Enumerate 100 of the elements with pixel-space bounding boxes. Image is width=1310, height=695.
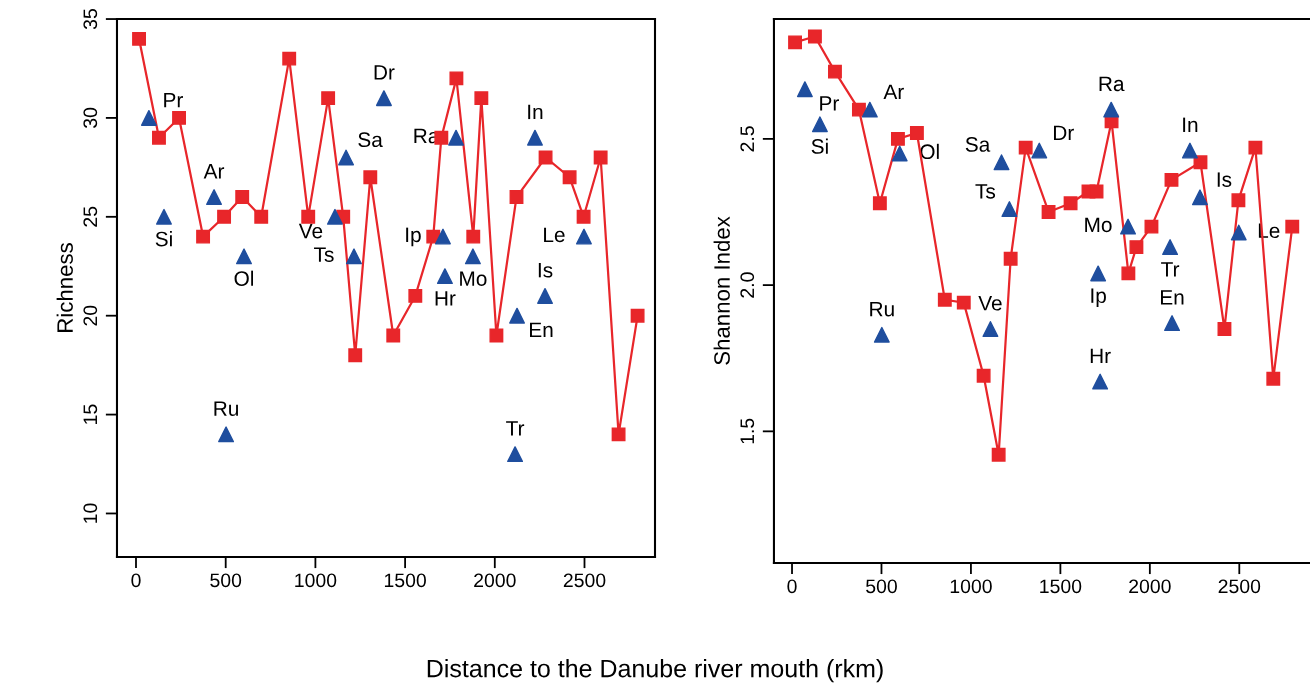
- point: [909, 126, 924, 140]
- annotation: Sa: [965, 137, 991, 152]
- point: [321, 91, 336, 106]
- point: [254, 209, 269, 224]
- annotation: Dr: [1053, 125, 1074, 140]
- annotation: En: [530, 322, 553, 338]
- point: [434, 228, 451, 245]
- point: [235, 190, 250, 204]
- y-tick-label: 10: [83, 503, 98, 523]
- point: [507, 446, 524, 463]
- point: [1248, 140, 1263, 155]
- point: [788, 35, 803, 50]
- point: [132, 31, 146, 46]
- point: [301, 209, 316, 224]
- point: [537, 287, 554, 304]
- point: [1092, 373, 1109, 390]
- point: [1162, 239, 1179, 256]
- annotation: In: [1183, 117, 1198, 132]
- x-tick-label: 1500: [1040, 579, 1082, 594]
- annotation: Ar: [203, 164, 225, 179]
- point: [338, 149, 355, 166]
- annotation: Si: [811, 138, 828, 154]
- x-tick-label: 0: [787, 579, 797, 594]
- annotation: Hr: [435, 291, 456, 306]
- annotation: En: [1161, 290, 1184, 305]
- annotation: Pr: [164, 92, 183, 108]
- point: [448, 129, 465, 146]
- point: [196, 229, 211, 244]
- point: [218, 426, 235, 443]
- point: [937, 292, 952, 307]
- point: [891, 145, 908, 162]
- point: [1018, 140, 1033, 155]
- point: [1120, 218, 1136, 235]
- y-tick-label: 25: [83, 206, 98, 227]
- point: [1164, 315, 1181, 332]
- point: [206, 189, 223, 206]
- point: [796, 81, 813, 98]
- point: [1217, 322, 1232, 336]
- x-tick-label: 2500: [563, 573, 606, 588]
- point: [1129, 240, 1144, 255]
- point: [1191, 189, 1208, 206]
- point: [575, 228, 592, 245]
- point: [509, 307, 526, 324]
- y-tick-label: 1.5: [740, 418, 755, 444]
- annotation: Ve: [298, 223, 323, 239]
- point: [489, 328, 504, 343]
- annotation: Sa: [358, 132, 383, 148]
- point: [282, 51, 297, 66]
- annotation: Ra: [1099, 76, 1125, 92]
- point: [408, 288, 423, 303]
- annotation: Mo: [460, 271, 487, 286]
- x-tick-label: 1000: [950, 579, 992, 594]
- point: [152, 130, 166, 145]
- point: [576, 209, 591, 224]
- point: [1144, 219, 1159, 234]
- point: [363, 170, 378, 185]
- point: [348, 348, 363, 363]
- point: [1103, 101, 1120, 118]
- x-tick-label: 2000: [474, 573, 516, 588]
- point: [509, 190, 524, 204]
- point: [156, 208, 172, 225]
- point: [1230, 224, 1247, 241]
- x-tick-label: 2500: [1218, 579, 1261, 594]
- point: [1285, 219, 1300, 234]
- annotation: Ts: [314, 247, 334, 262]
- annotation: Ru: [214, 401, 238, 416]
- y-tick-label: 2.0: [740, 272, 755, 298]
- annotation: Ol: [920, 143, 939, 160]
- x-tick-label: 0: [131, 573, 141, 588]
- annotation: Hr: [1090, 348, 1111, 364]
- point: [1181, 142, 1198, 159]
- x-tick-label: 1500: [384, 573, 426, 588]
- annotation: Le: [544, 227, 565, 243]
- point: [474, 91, 489, 106]
- point: [851, 102, 866, 117]
- point: [140, 109, 157, 126]
- annotation: Ar: [883, 84, 904, 100]
- point: [466, 229, 481, 244]
- point: [1090, 265, 1107, 282]
- annotation: Ts: [975, 184, 996, 199]
- y-axis-title: Shannon Index: [713, 216, 730, 365]
- point: [562, 170, 577, 185]
- point: [872, 196, 887, 211]
- annotation: Ol: [234, 270, 254, 286]
- annotation: Ip: [406, 227, 421, 247]
- annotation: Si: [155, 231, 172, 247]
- point: [375, 90, 392, 107]
- point: [976, 368, 991, 383]
- x-tick-label: 2000: [1129, 579, 1171, 594]
- annotation: Pr: [820, 96, 839, 111]
- y-tick-label: 30: [83, 107, 98, 128]
- point: [890, 131, 905, 146]
- point: [464, 248, 481, 265]
- point: [956, 295, 971, 310]
- point: [593, 150, 608, 165]
- point: [630, 308, 645, 323]
- annotation: Dr: [374, 65, 395, 80]
- point: [1031, 142, 1048, 159]
- point: [1164, 172, 1179, 187]
- y-tick-label: 2.5: [740, 126, 755, 152]
